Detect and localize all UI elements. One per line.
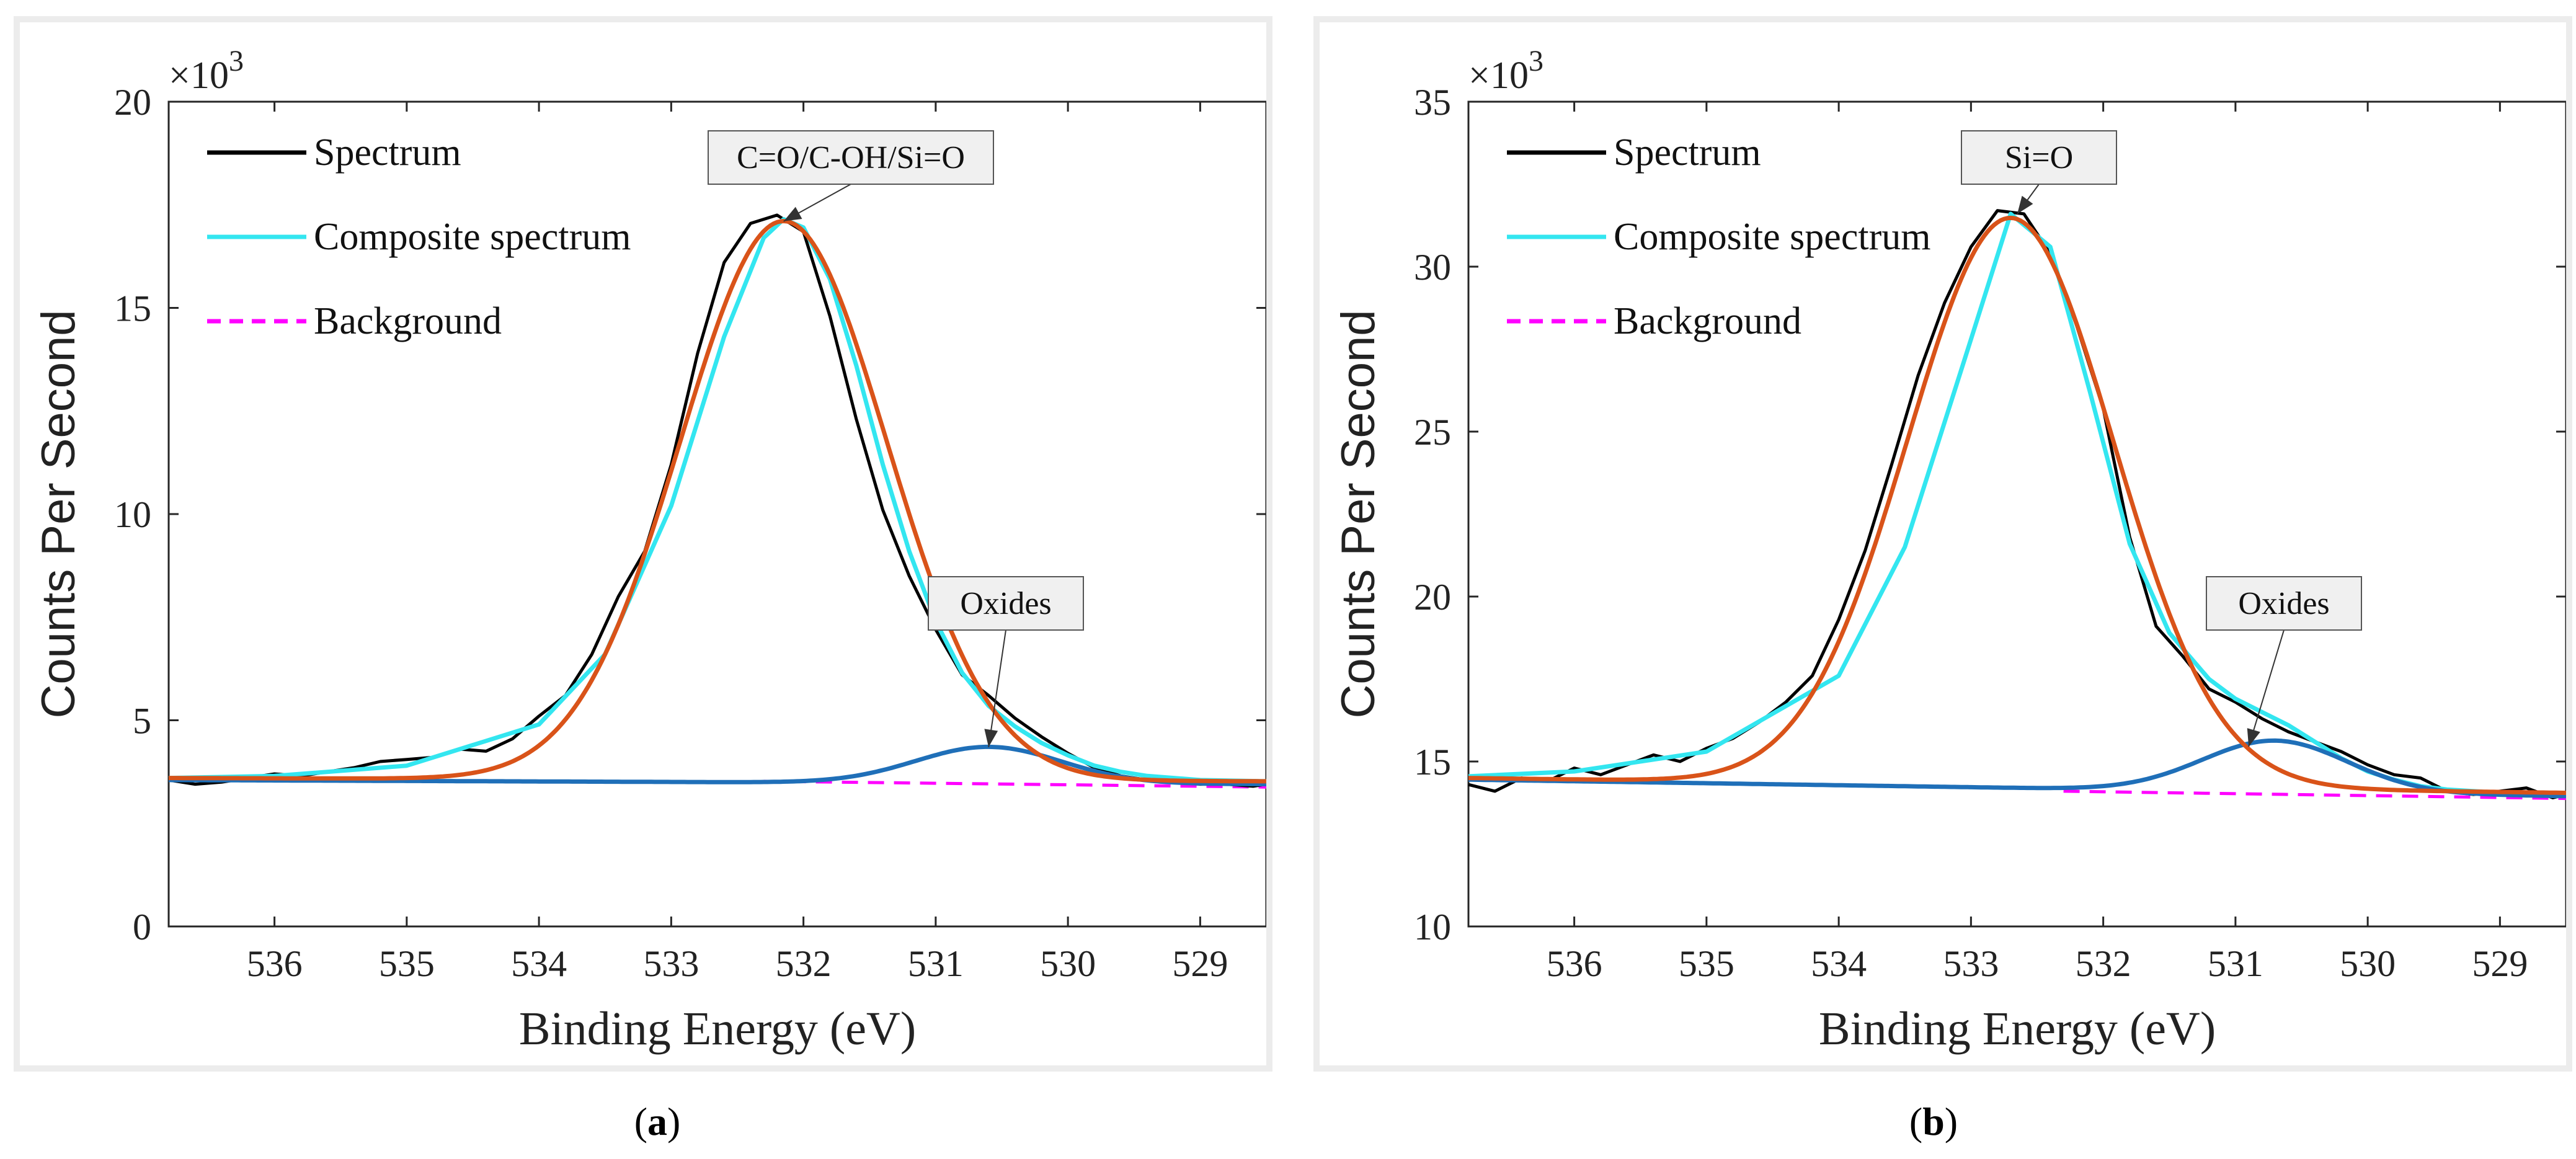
y-tick-label: 20 (1414, 577, 1451, 618)
x-tick-label: 534 (1811, 943, 1867, 984)
x-tick-label: 534 (511, 943, 567, 984)
y-tick-label: 0 (133, 907, 151, 948)
legend-item-1: Spectrum (1614, 131, 1761, 174)
y-tick-label: 30 (1414, 247, 1451, 288)
x-tick-label: 529 (2472, 943, 2528, 984)
background-line (2063, 789, 2566, 801)
x-axis-label: Binding Energy (eV) (1819, 1003, 2216, 1055)
multiplier-exponent: 3 (1529, 45, 1543, 78)
x-tick-label: 533 (643, 943, 699, 984)
x-tick-label: 531 (2208, 943, 2263, 984)
y-tick-label: 10 (114, 494, 151, 535)
legend-item-2: Composite spectrum (314, 216, 631, 258)
background-line (763, 779, 1266, 789)
chart-panel-a: 536 535 534 533 532 531 530 529 0 5 10 15 20 ×103 Bind… (14, 16, 1272, 1072)
x-tick-label: 530 (2340, 943, 2396, 984)
x-tick-label: 536 (1547, 943, 1602, 984)
main-component-line (169, 219, 1266, 784)
x-axis-label: Binding Energy (eV) (519, 1003, 916, 1055)
y-tick-label: 20 (114, 82, 151, 123)
caption-a: (a) (634, 1099, 681, 1143)
multiplier-base: ×10 (169, 55, 229, 97)
chart-b-svg: 536 535 534 533 532 531 530 529 10 15 20 25 30 35 ×103… (1332, 45, 2566, 1055)
y-tick-label: 10 (1414, 907, 1451, 948)
annotation-arrow-line (988, 629, 1006, 747)
legend-item-1: Spectrum (314, 131, 461, 174)
axis-multiplier: ×103 (1468, 45, 1543, 97)
main-component-line (1468, 215, 2566, 795)
x-tick-label: 533 (1943, 943, 1999, 984)
oxide-component-line (169, 744, 1266, 786)
annotation-box (1961, 130, 2117, 185)
x-tick-label: 531 (908, 943, 964, 984)
annotation-arrowhead (783, 206, 802, 221)
y-tick-label: 15 (114, 288, 151, 329)
plot-area (167, 100, 1266, 928)
annotation-label: Si=O (2005, 140, 2073, 175)
annotation-arrowhead (984, 729, 998, 747)
legend-item-3: Background (1614, 300, 1801, 342)
y-tick-label: 15 (1414, 742, 1451, 783)
y-tick-label: 5 (133, 701, 151, 742)
annotation-label: C=O/C-OH/Si=O (737, 140, 965, 175)
multiplier-base: ×10 (1468, 55, 1529, 97)
x-tick-label: 535 (379, 943, 435, 984)
axis-multiplier: ×103 (169, 45, 244, 97)
oxide-component-line (1468, 738, 2566, 799)
y-axis-label: Counts Per Second (1332, 309, 1385, 718)
y-tick-label: 25 (1414, 412, 1451, 453)
multiplier-exponent: 3 (229, 45, 244, 78)
annotation-label: Oxides (960, 586, 1051, 621)
annotation-arrow-line (2248, 629, 2285, 747)
x-tick-label: 532 (776, 943, 832, 984)
caption-b: (b) (1909, 1099, 1958, 1143)
y-axis-label: Counts Per Second (32, 309, 85, 718)
annotation-label: Oxides (2238, 586, 2329, 621)
x-tick-label: 529 (1172, 943, 1228, 984)
annotation-box (708, 130, 994, 185)
x-tick-label: 535 (1679, 943, 1734, 984)
spectrum-line (1468, 209, 2566, 799)
x-tick-label: 532 (2076, 943, 2131, 984)
annotation-arrowhead (2247, 728, 2260, 747)
x-tick-label: 530 (1040, 943, 1096, 984)
chart-a-svg: 536 535 534 533 532 531 530 529 0 5 10 15 20 ×103 Bind… (32, 45, 1266, 1055)
x-tick-label: 536 (247, 943, 303, 984)
annotation-box (928, 576, 1084, 631)
chart-panel-b: 536 535 534 533 532 531 530 529 10 15 20 25 30 35 ×103… (1313, 16, 2572, 1072)
legend-item-2: Composite spectrum (1614, 216, 1930, 258)
y-tick-label: 35 (1414, 82, 1451, 123)
annotation-box (2206, 576, 2362, 631)
legend-item-3: Background (314, 300, 502, 342)
annotation-arrowhead (2017, 195, 2033, 214)
